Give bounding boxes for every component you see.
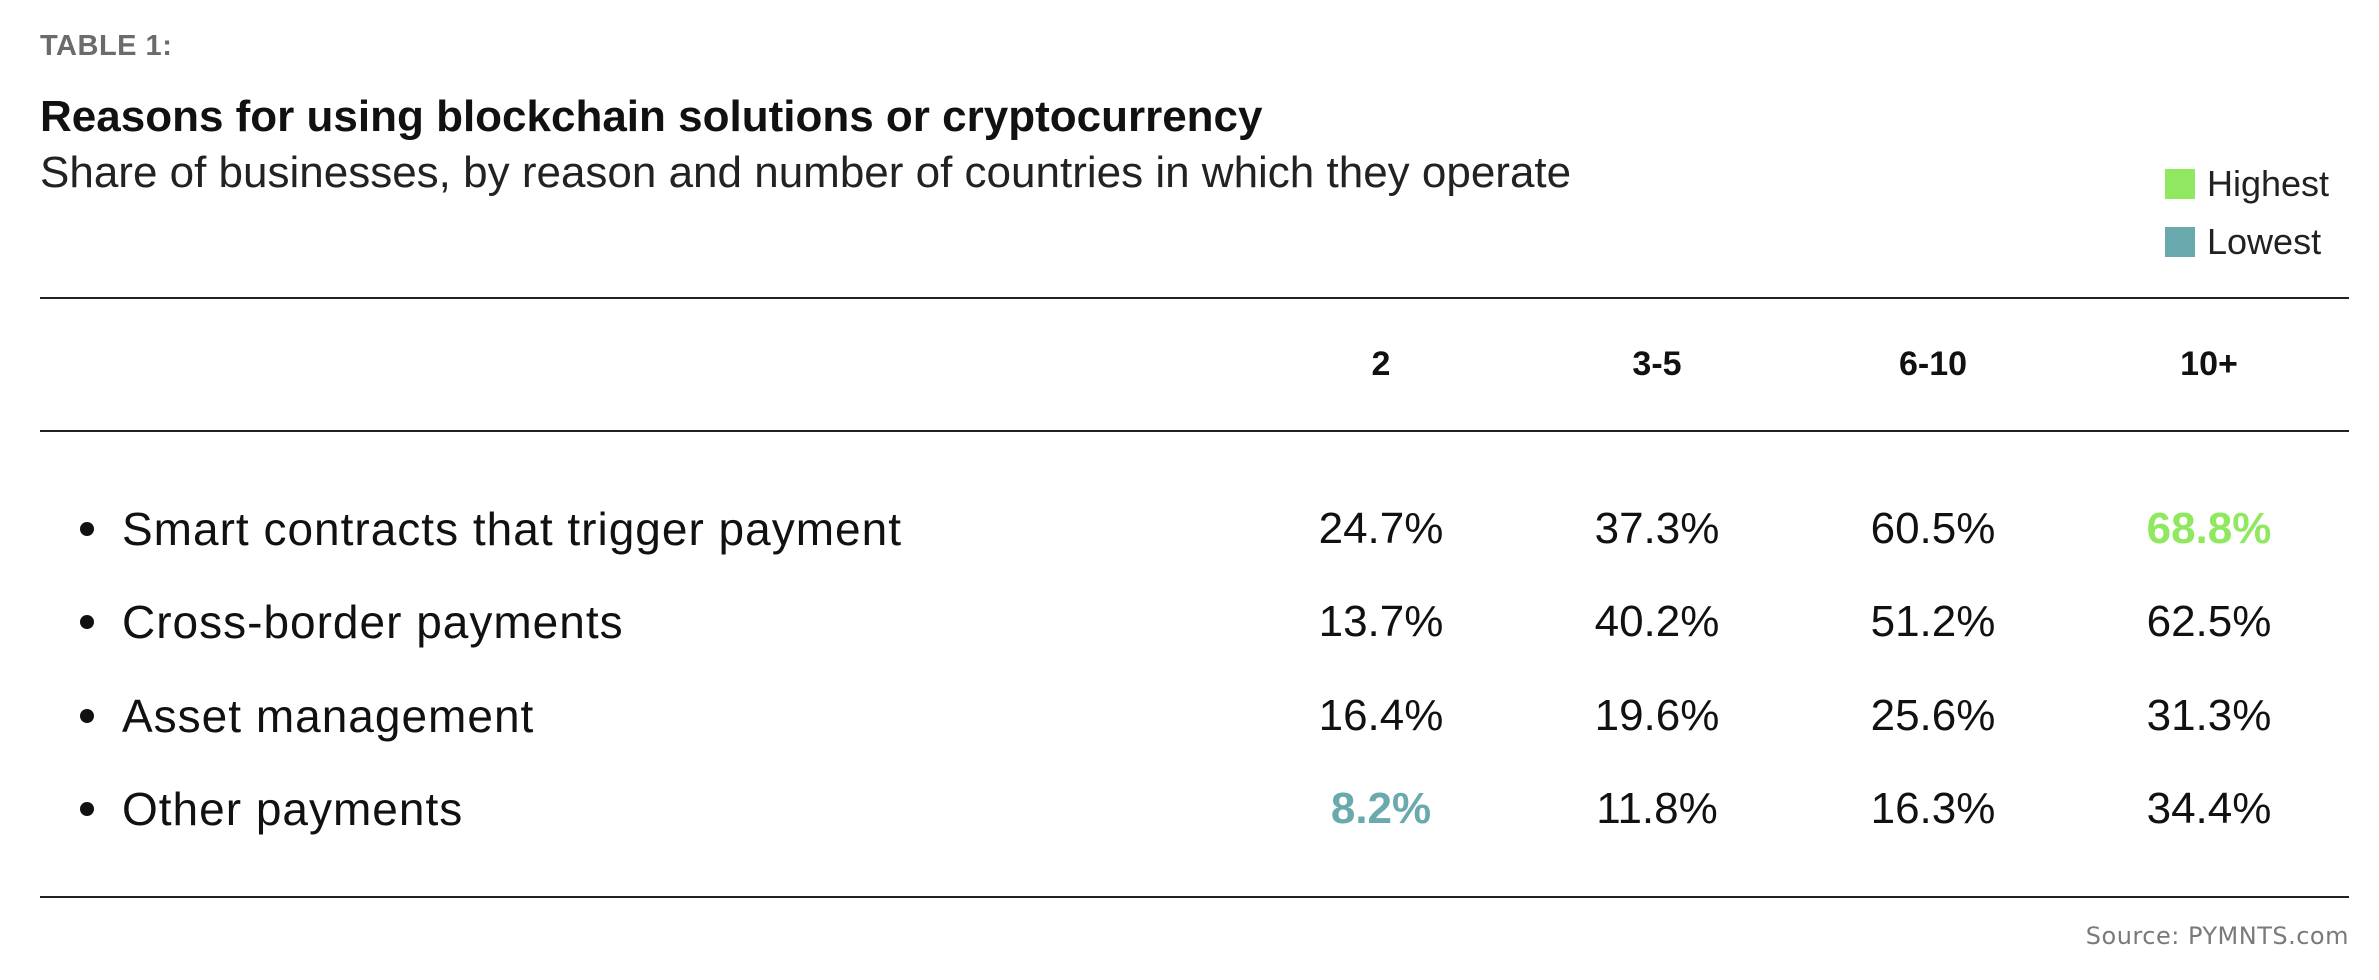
- top-rule: [40, 297, 2349, 299]
- row-label: Smart contracts that trigger payment: [122, 503, 902, 555]
- bullet-icon: [80, 615, 94, 629]
- table-cell: 34.4%: [2146, 784, 2272, 833]
- bullet-icon: [80, 522, 94, 536]
- legend-swatch-lowest: [2165, 227, 2195, 257]
- legend-label-highest: Highest: [2207, 163, 2330, 204]
- page-title: Reasons for using blockchain solutions o…: [40, 92, 1263, 141]
- row-label: Cross-border payments: [122, 596, 624, 648]
- column-header: 3-5: [1632, 345, 1682, 383]
- table-cell: 19.6%: [1594, 691, 1720, 740]
- table-cell: 11.8%: [1596, 784, 1718, 833]
- bullet-icon: [80, 802, 94, 816]
- row-label: Other payments: [122, 783, 464, 835]
- bottom-rule: [40, 896, 2349, 898]
- legend-label-lowest: Lowest: [2207, 221, 2322, 262]
- row-label: Asset management: [122, 690, 535, 742]
- legend: Highest Lowest: [2165, 155, 2329, 271]
- legend-item-highest: Highest: [2165, 155, 2329, 213]
- table-cell: 62.5%: [2146, 597, 2272, 646]
- column-header: 10+: [2180, 345, 2238, 383]
- table-cell: 37.3%: [1594, 504, 1720, 553]
- header-rule: [40, 430, 2349, 432]
- column-header: 2: [1371, 345, 1391, 383]
- table-cell: 31.3%: [2146, 691, 2272, 740]
- column-header: 6-10: [1898, 345, 1968, 383]
- table-cell: 40.2%: [1594, 597, 1720, 646]
- table-cell: 16.3%: [1870, 784, 1996, 833]
- bullet-icon: [80, 709, 94, 723]
- table-cell: 60.5%: [1870, 504, 1996, 553]
- table-cell: 24.7%: [1318, 504, 1444, 553]
- page-subtitle: Share of businesses, by reason and numbe…: [40, 148, 1572, 197]
- legend-swatch-highest: [2165, 169, 2195, 199]
- table-cell: 51.2%: [1870, 597, 1996, 646]
- source-note: Source: PYMNTS.com: [2085, 922, 2349, 950]
- table-cell: 13.7%: [1318, 597, 1444, 646]
- table-cell: 16.4%: [1318, 691, 1444, 740]
- table-eyebrow: TABLE 1:: [40, 30, 173, 62]
- table-cell-highest: 68.8%: [2146, 504, 2272, 553]
- table-cell: 25.6%: [1870, 691, 1996, 740]
- table-cell-lowest: 8.2%: [1330, 784, 1432, 833]
- legend-item-lowest: Lowest: [2165, 213, 2329, 271]
